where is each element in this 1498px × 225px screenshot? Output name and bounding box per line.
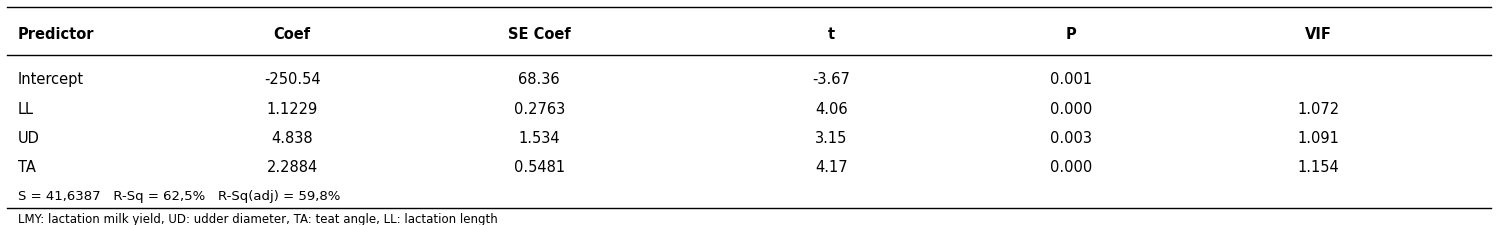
Text: -3.67: -3.67	[812, 72, 851, 87]
Text: 3.15: 3.15	[815, 131, 848, 146]
Text: 0.000: 0.000	[1050, 102, 1092, 117]
Text: SE Coef: SE Coef	[508, 27, 571, 42]
Text: t: t	[828, 27, 834, 42]
Text: 0.003: 0.003	[1050, 131, 1092, 146]
Text: 1.1229: 1.1229	[267, 102, 318, 117]
Text: 0.000: 0.000	[1050, 160, 1092, 175]
Text: 2.2884: 2.2884	[267, 160, 318, 175]
Text: VIF: VIF	[1305, 27, 1332, 42]
Text: Coef: Coef	[274, 27, 310, 42]
Text: TA: TA	[18, 160, 36, 175]
Text: 4.17: 4.17	[815, 160, 848, 175]
Text: 1.154: 1.154	[1297, 160, 1339, 175]
Text: 1.091: 1.091	[1297, 131, 1339, 146]
Text: LL: LL	[18, 102, 34, 117]
Text: 1.534: 1.534	[518, 131, 560, 146]
Text: 0.001: 0.001	[1050, 72, 1092, 87]
Text: P: P	[1065, 27, 1077, 42]
Text: Intercept: Intercept	[18, 72, 84, 87]
Text: 4.06: 4.06	[815, 102, 848, 117]
Text: 1.072: 1.072	[1297, 102, 1339, 117]
Text: 4.838: 4.838	[271, 131, 313, 146]
Text: -250.54: -250.54	[264, 72, 321, 87]
Text: Predictor: Predictor	[18, 27, 94, 42]
Text: 0.5481: 0.5481	[514, 160, 565, 175]
Text: 68.36: 68.36	[518, 72, 560, 87]
Text: LMY: lactation milk yield, UD: udder diameter, TA: teat angle, LL: lactation len: LMY: lactation milk yield, UD: udder dia…	[18, 213, 497, 225]
Text: 0.2763: 0.2763	[514, 102, 565, 117]
Text: UD: UD	[18, 131, 40, 146]
Text: S = 41,6387   R-Sq = 62,5%   R-Sq(adj) = 59,8%: S = 41,6387 R-Sq = 62,5% R-Sq(adj) = 59,…	[18, 190, 340, 203]
